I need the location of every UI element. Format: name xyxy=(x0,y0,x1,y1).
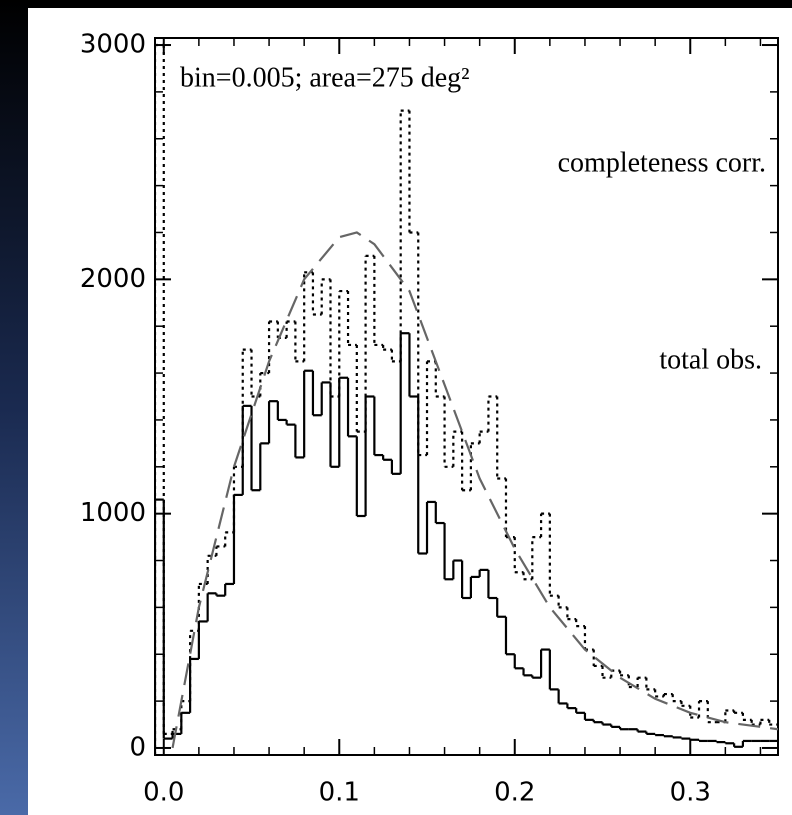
y-tick-label: 0 xyxy=(129,732,146,762)
y-tick-label: 1000 xyxy=(80,498,146,528)
y-tick-label: 3000 xyxy=(80,30,146,60)
label-backing xyxy=(554,147,769,179)
x-tick-label: 0.2 xyxy=(494,778,535,808)
series-label: completeness corr. xyxy=(558,147,766,178)
series-label: total obs. xyxy=(659,344,762,375)
y-tick-label: 2000 xyxy=(80,264,146,294)
x-tick-label: 0.1 xyxy=(319,778,360,808)
background-strip xyxy=(0,0,28,815)
annotation: bin=0.005; area=275 deg² xyxy=(180,62,470,93)
model-curve xyxy=(171,231,778,749)
label-backing xyxy=(656,344,765,376)
plot-area xyxy=(155,43,778,755)
x-tick-label: 0.3 xyxy=(670,778,711,808)
x-tick-label: 0.0 xyxy=(143,778,184,808)
figure-panel xyxy=(28,8,792,815)
